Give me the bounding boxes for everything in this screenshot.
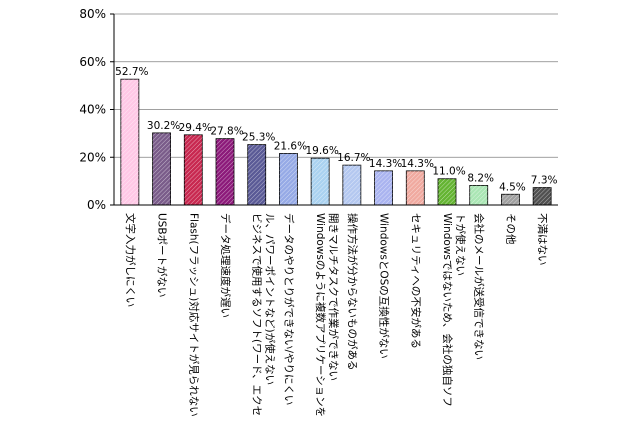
category-label: Windowsのように複数アプリケーションを bbox=[314, 213, 327, 417]
bar-hatch bbox=[501, 194, 520, 205]
data-label: 19.6% bbox=[305, 145, 338, 157]
bar-hatch bbox=[216, 138, 234, 205]
category-label: USBポートがない bbox=[156, 213, 169, 298]
category-label: 文字入力がしにくい bbox=[124, 213, 137, 307]
data-label: 52.7% bbox=[115, 66, 148, 78]
y-tick-label: 0% bbox=[87, 198, 106, 212]
category-label: データ処理速度が遅い bbox=[219, 213, 232, 318]
bar-hatch bbox=[533, 187, 552, 205]
bar-hatch bbox=[120, 79, 139, 205]
bar-hatch bbox=[311, 158, 330, 205]
bar-hatch bbox=[247, 144, 266, 205]
data-label: 4.5% bbox=[499, 181, 526, 193]
category-label: データのやりとりができない/やりにくい bbox=[282, 213, 295, 405]
gridlines bbox=[114, 13, 558, 158]
data-label: 30.2% bbox=[147, 120, 180, 132]
category-label: ビジネスで使用するソフト(ワード、エクセ bbox=[251, 213, 264, 416]
data-label: 29.4% bbox=[179, 122, 212, 134]
category-label: Windowsではないため、会社の独自ソフ bbox=[441, 213, 454, 407]
bar-hatch bbox=[374, 170, 393, 205]
bar-hatch bbox=[152, 132, 171, 205]
bar-hatch bbox=[184, 134, 203, 205]
y-axis-ticks: 0% 20% 40% 60% 80% bbox=[79, 7, 114, 212]
y-tick-label: 20% bbox=[79, 150, 106, 164]
bar-hatch bbox=[279, 153, 298, 205]
data-label: 11.0% bbox=[432, 166, 465, 178]
data-label: 25.3% bbox=[242, 132, 275, 144]
category-label: WindowsとOSの互換性がない bbox=[378, 213, 391, 359]
category-label: その他 bbox=[504, 213, 517, 245]
category-label: トが使えない bbox=[454, 213, 467, 276]
bar-hatch bbox=[469, 185, 488, 205]
category-labels: 文字入力がしにくい USBポートがない Flash(フラッシュ)対応サイトが見られな… bbox=[124, 213, 548, 417]
bar-hatch bbox=[438, 178, 456, 205]
category-label: セキュリティへの不安がある bbox=[409, 213, 422, 349]
category-label: 会社のメールが送受信できない bbox=[473, 213, 486, 360]
data-label: 7.3% bbox=[531, 175, 558, 187]
y-tick-label: 80% bbox=[79, 7, 106, 21]
category-label: 操作方法が分からないものがある bbox=[346, 213, 359, 371]
category-label: Flash(フラッシュ)対応サイトが見られない bbox=[187, 213, 200, 417]
category-label: 開きマルチタスクで作業ができない bbox=[327, 213, 340, 381]
bar-hatch bbox=[406, 170, 425, 205]
data-label: 14.3% bbox=[369, 158, 402, 170]
y-tick-label: 60% bbox=[79, 55, 106, 69]
bar-hatch bbox=[342, 165, 361, 205]
data-label: 16.7% bbox=[337, 152, 370, 164]
data-label: 21.6% bbox=[274, 140, 307, 152]
category-label: 不満はない bbox=[536, 213, 548, 266]
data-label: 27.8% bbox=[210, 126, 243, 138]
data-label: 8.2% bbox=[467, 172, 494, 184]
data-label: 14.3% bbox=[401, 158, 434, 170]
bars bbox=[120, 78, 552, 206]
data-labels: 52.7% 30.2%29.4%27.8%25.3%21.6%19.6%16.7%… bbox=[115, 66, 557, 193]
category-label: ル、パワーポイントなど)が使えない bbox=[264, 213, 277, 385]
y-tick-label: 40% bbox=[79, 103, 106, 117]
